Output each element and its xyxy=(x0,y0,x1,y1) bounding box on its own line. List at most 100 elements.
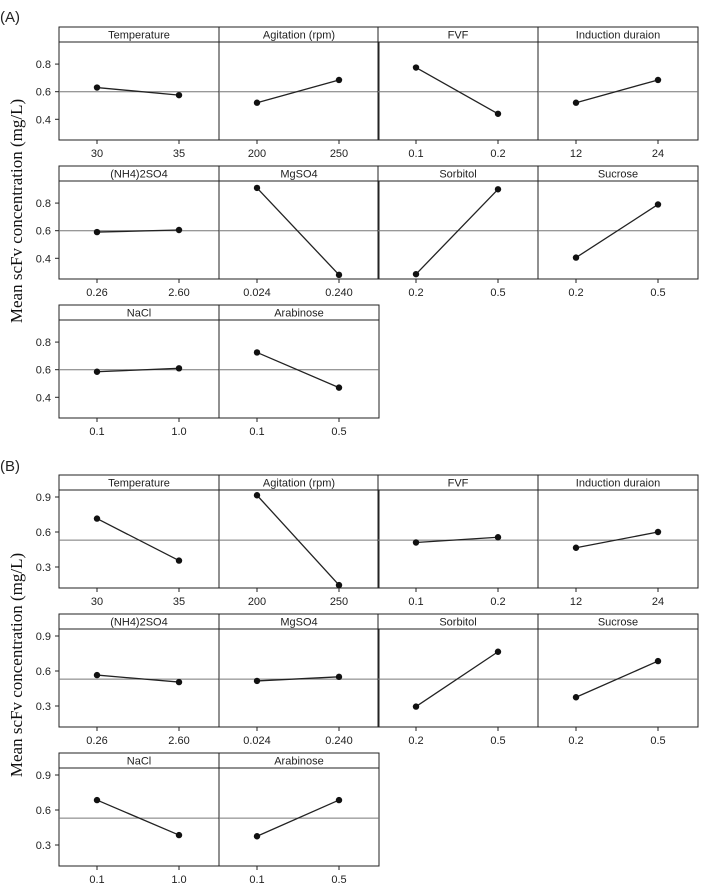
subplot-fvf: FVF 0.1 0.2 xyxy=(377,474,539,608)
subplot-title: Arabinose xyxy=(274,756,324,768)
y-tick-label: 0.6 xyxy=(36,527,51,539)
plot-frame xyxy=(58,489,220,589)
data-point-high xyxy=(494,186,502,193)
data-point-high xyxy=(335,796,343,804)
data-point-low xyxy=(253,833,261,840)
x-tick-label: 0.024 xyxy=(243,735,271,747)
data-point-high xyxy=(654,201,662,208)
data-point-high xyxy=(335,673,343,681)
plot-frame xyxy=(537,628,699,728)
data-point-low xyxy=(93,368,101,375)
x-tick-label: 0.2 xyxy=(408,287,423,299)
plot-frame xyxy=(218,628,380,728)
subplot-title: Arabinose xyxy=(274,308,324,320)
data-point-high xyxy=(654,528,662,536)
x-tick-label: 30 xyxy=(91,148,103,160)
effect-line xyxy=(575,79,659,104)
effect-line xyxy=(96,367,180,373)
subplot-sucrose: Sucrose 0.2 0.5 xyxy=(537,613,699,747)
x-tick-label: 0.5 xyxy=(331,426,346,438)
subplot--nh4-2so4: (NH4)2SO4 0.26 2.60 0.3 0.6 0.9 xyxy=(36,613,220,747)
x-tick-label: 0.1 xyxy=(249,874,264,886)
y-tick-label: 0.8 xyxy=(36,59,51,71)
data-point-low xyxy=(412,703,420,710)
effect-line xyxy=(96,799,180,836)
effect-line xyxy=(575,203,659,259)
y-tick-label: 0.4 xyxy=(36,114,51,126)
data-point-high xyxy=(335,384,343,391)
data-point-low xyxy=(253,99,261,106)
effect-line xyxy=(415,651,499,708)
subplot-temperature: Temperature 30 35 0.4 0.6 0.8 xyxy=(36,26,220,160)
y-axis-label: Mean scFv concentration (mg/L) xyxy=(7,99,26,323)
data-point-high xyxy=(175,678,183,686)
plot-frame xyxy=(218,41,380,141)
y-tick-label: 0.6 xyxy=(36,365,51,377)
data-point-high xyxy=(494,648,502,655)
x-tick-label: 200 xyxy=(248,148,266,160)
x-tick-label: 0.240 xyxy=(325,287,353,299)
x-tick-label: 0.1 xyxy=(89,426,104,438)
x-tick-label: 0.1 xyxy=(89,874,104,886)
panel-a: (A) Mean scFv concentration (mg/L) Tempera… xyxy=(0,9,699,438)
x-tick-label: 35 xyxy=(173,596,185,608)
x-tick-label: 0.1 xyxy=(408,596,423,608)
x-tick-label: 30 xyxy=(91,596,103,608)
effect-line xyxy=(256,494,340,586)
data-point-low xyxy=(93,796,101,804)
plot-frame xyxy=(58,767,220,867)
data-point-high xyxy=(335,76,343,84)
x-tick-label: 250 xyxy=(330,596,348,608)
data-point-high xyxy=(175,557,183,564)
plot-frame xyxy=(58,628,220,728)
x-tick-label: 24 xyxy=(652,148,664,160)
effect-line xyxy=(96,86,180,96)
plot-frame xyxy=(537,180,699,280)
x-tick-label: 0.5 xyxy=(490,287,505,299)
x-tick-label: 250 xyxy=(330,148,348,160)
subplot-title: Temperature xyxy=(108,30,170,42)
data-point-low xyxy=(93,228,101,236)
x-tick-label: 0.5 xyxy=(650,735,665,747)
y-tick-label: 0.4 xyxy=(36,392,51,404)
y-tick-label: 0.3 xyxy=(36,840,51,852)
subplot-title: MgSO4 xyxy=(280,617,317,629)
y-tick-label: 0.9 xyxy=(36,770,51,782)
data-point-low xyxy=(253,349,261,356)
y-tick-label: 0.8 xyxy=(36,198,51,210)
x-tick-label: 2.60 xyxy=(168,735,189,747)
data-point-low xyxy=(412,539,420,546)
x-tick-label: 12 xyxy=(570,148,582,160)
data-point-high xyxy=(494,110,502,117)
x-tick-label: 24 xyxy=(652,596,664,608)
data-point-high xyxy=(175,91,183,99)
subplot-title: Temperature xyxy=(108,478,170,490)
x-tick-label: 0.5 xyxy=(331,874,346,886)
x-tick-label: 1.0 xyxy=(171,426,186,438)
data-point-low xyxy=(93,671,101,679)
x-tick-label: 35 xyxy=(173,148,185,160)
x-tick-label: 12 xyxy=(570,596,582,608)
subplot--nh4-2so4: (NH4)2SO4 0.26 2.60 0.4 0.6 0.8 xyxy=(36,165,220,299)
subplot-agitation-rpm-: Agitation (rpm) 200 250 xyxy=(218,26,380,160)
subplot-title: Sucrose xyxy=(598,617,638,629)
x-tick-label: 0.2 xyxy=(408,735,423,747)
plot-frame xyxy=(218,489,380,589)
data-point-high xyxy=(175,365,183,372)
y-axis-label: Mean scFv concentration (mg/L) xyxy=(7,553,26,777)
data-point-low xyxy=(572,99,580,106)
subplot-title: Sorbitol xyxy=(439,169,476,181)
subplot-sorbitol: Sorbitol 0.2 0.5 xyxy=(377,613,539,747)
x-tick-label: 0.1 xyxy=(408,148,423,160)
data-point-low xyxy=(572,694,580,701)
subplot-sucrose: Sucrose 0.2 0.5 xyxy=(537,165,699,299)
x-tick-label: 0.26 xyxy=(86,735,107,747)
subplot-title: FVF xyxy=(448,30,469,42)
plot-frame xyxy=(218,180,380,280)
plot-frame xyxy=(218,767,380,867)
subplot-title: Induction duraion xyxy=(576,478,660,490)
effect-line xyxy=(96,674,180,683)
subplot-title: MgSO4 xyxy=(280,169,317,181)
x-tick-label: 0.2 xyxy=(568,735,583,747)
effect-line xyxy=(575,531,659,549)
